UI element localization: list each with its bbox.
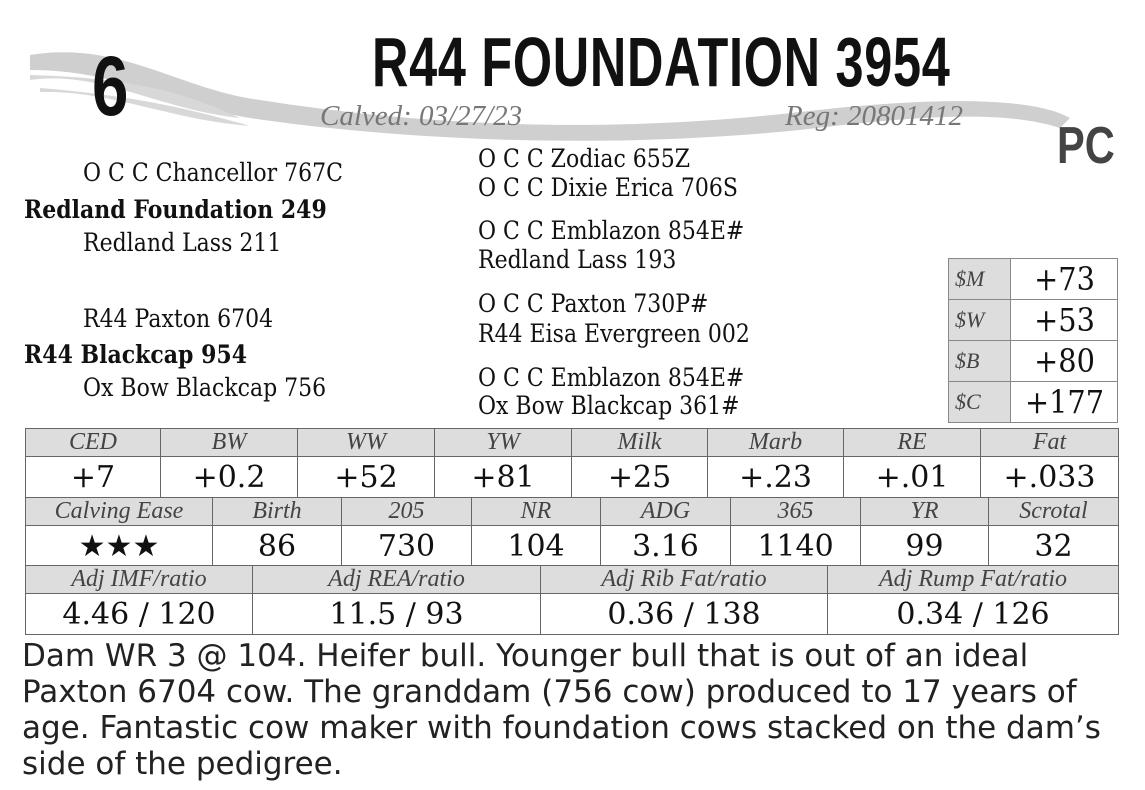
epd-value-row: +7 +0.2 +52 +81 +25 +.23 +.01 +.033	[25, 456, 1119, 498]
epd-header-row: CED BW WW YW Milk Marb RE Fat	[25, 428, 1119, 457]
performance-value: ★★★	[25, 525, 213, 567]
ultrasound-header-row: Adj IMF/ratio Adj REA/ratio Adj Rib Fat/ra…	[25, 565, 1119, 594]
index-label: $B	[948, 340, 1011, 382]
epd-header: Milk	[571, 428, 708, 457]
ultrasound-value: 4.46 / 120	[25, 593, 253, 635]
epd-value: +52	[297, 456, 435, 498]
dam-sire: R44 Paxton 6704	[83, 304, 274, 333]
ultrasound-value-row: 4.46 / 120 11.5 / 93 0.36 / 138 0.34 / 126	[25, 593, 1119, 635]
epd-value: +.01	[843, 456, 981, 498]
performance-value: 86	[212, 525, 342, 567]
performance-value: 32	[988, 525, 1119, 567]
pedigree-ancestor: Redland Lass 193	[478, 245, 677, 274]
pedigree-ancestor: O C C Paxton 730P#	[478, 289, 709, 318]
performance-value: 3.16	[600, 525, 731, 567]
epd-value: +.033	[980, 456, 1119, 498]
epd-value: +.23	[707, 456, 844, 498]
epd-header: Fat	[980, 428, 1119, 457]
epd-table: CED BW WW YW Milk Marb RE Fat +7 +0.2 +52 +81 +25 +.2…	[25, 428, 1119, 498]
pedigree-ancestor: R44 Eisa Evergreen 002	[478, 319, 750, 348]
performance-value: 1140	[730, 525, 861, 567]
performance-value: 99	[860, 525, 989, 567]
ultrasound-header: Adj Rib Fat/ratio	[540, 565, 828, 594]
pedigree-ancestor: O C C Emblazon 854E#	[478, 363, 745, 392]
epd-header: BW	[160, 428, 298, 457]
calved-date: Calved: 03/27/23	[320, 100, 523, 132]
pedigree-ancestor: O C C Emblazon 854E#	[478, 216, 745, 245]
performance-header: YR	[860, 497, 989, 526]
dam: R44 Blackcap 954	[24, 340, 248, 369]
performance-value: 104	[471, 525, 601, 567]
ultrasound-header: Adj REA/ratio	[252, 565, 541, 594]
registration-number: Reg: 20801412	[785, 100, 963, 132]
ultrasound-value: 0.36 / 138	[540, 593, 828, 635]
index-value: +80	[1015, 340, 1113, 382]
pedigree-ancestor: Ox Bow Blackcap 361#	[478, 391, 740, 420]
index-row: $B +80	[948, 340, 1118, 382]
index-label: $M	[948, 258, 1011, 300]
epd-value: +7	[25, 456, 161, 498]
sire: Redland Foundation 249	[24, 195, 327, 224]
performance-header: 365	[730, 497, 861, 526]
epd-header: RE	[843, 428, 981, 457]
ultrasound-value: 0.34 / 126	[827, 593, 1119, 635]
epd-value: +0.2	[160, 456, 298, 498]
performance-value-row: ★★★ 86 730 104 3.16 1140 99 32	[25, 525, 1119, 567]
pedigree-ancestor: O C C Dixie Erica 706S	[478, 173, 738, 202]
swoosh-graphic	[30, 52, 1070, 141]
ultrasound-table: Adj IMF/ratio Adj REA/ratio Adj Rib Fat/ra…	[25, 565, 1119, 635]
index-value: +73	[1015, 258, 1113, 300]
sire-dam: Redland Lass 211	[83, 228, 282, 257]
epd-header: Marb	[707, 428, 844, 457]
index-table: $M +73 $W +53 $B +80 $C +177	[948, 258, 1118, 423]
epd-header: YW	[434, 428, 572, 457]
ultrasound-header: Adj Rump Fat/ratio	[827, 565, 1119, 594]
epd-header: WW	[297, 428, 435, 457]
index-row: $W +53	[948, 299, 1118, 341]
index-label: $C	[948, 381, 1011, 423]
lot-number: 6	[92, 39, 129, 133]
performance-header: 205	[341, 497, 472, 526]
performance-header: Calving Ease	[25, 497, 213, 526]
ultrasound-value: 11.5 / 93	[252, 593, 541, 635]
performance-table: Calving Ease Birth 205 NR ADG 365 YR Scrotal ★★★…	[25, 497, 1119, 567]
performance-header: NR	[471, 497, 601, 526]
epd-value: +81	[434, 456, 572, 498]
sire-sire: O C C Chancellor 767C	[83, 158, 343, 187]
performance-header-row: Calving Ease Birth 205 NR ADG 365 YR Scrotal	[25, 497, 1119, 526]
dam-dam: Ox Bow Blackcap 756	[83, 373, 327, 402]
pedigree-ancestor: O C C Zodiac 655Z	[478, 144, 691, 173]
performance-value: 730	[341, 525, 472, 567]
epd-header: CED	[25, 428, 161, 457]
performance-header: ADG	[600, 497, 731, 526]
index-row: $C +177	[948, 381, 1118, 423]
ultrasound-header: Adj IMF/ratio	[25, 565, 253, 594]
performance-header: Scrotal	[988, 497, 1119, 526]
index-value: +53	[1015, 299, 1113, 341]
epd-value: +25	[571, 456, 708, 498]
index-row: $M +73	[948, 258, 1118, 300]
pc-badge: PC	[1057, 117, 1115, 175]
lot-description: Dam WR 3 @ 104. Heifer bull. Younger bul…	[22, 638, 1101, 782]
performance-header: Birth	[212, 497, 342, 526]
index-label: $W	[948, 299, 1011, 341]
index-value: +177	[1015, 381, 1113, 423]
animal-name: R44 FOUNDATION 3954	[372, 23, 951, 101]
